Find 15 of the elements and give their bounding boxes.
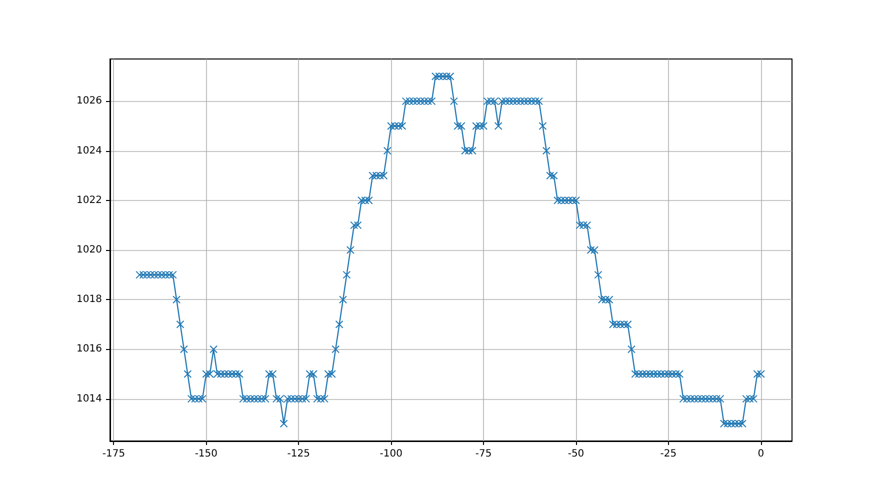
y-tick-label: 1024 — [76, 145, 102, 156]
x-tick-label: -25 — [660, 448, 677, 460]
x-tick-label: -125 — [287, 448, 310, 460]
x-tick-label: -100 — [380, 448, 402, 460]
y-tick-label: 1016 — [76, 344, 102, 355]
y-tick-label: 1022 — [76, 194, 102, 206]
y-tick-label: 1018 — [76, 294, 102, 306]
x-tick-label: 0 — [758, 448, 764, 460]
y-tick-label: 1026 — [76, 96, 102, 107]
y-tick-label: 1014 — [76, 393, 102, 404]
x-tick-label: -150 — [194, 448, 218, 460]
y-tick-label: 1020 — [76, 244, 102, 256]
x-tick-label: -50 — [568, 448, 584, 460]
x-tick-label: -175 — [102, 448, 126, 460]
x-tick-label: -75 — [475, 448, 492, 460]
